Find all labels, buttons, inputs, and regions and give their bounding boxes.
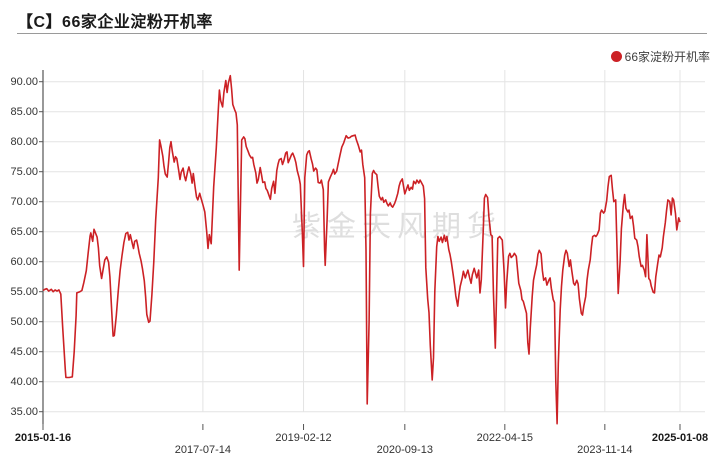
y-tick-label: 65.00 [10, 225, 38, 238]
y-tick-label: 75.00 [10, 165, 38, 178]
y-tick-label: 55.00 [10, 285, 38, 298]
x-tick-label: 2020-09-13 [376, 444, 433, 456]
y-tick-label: 50.00 [10, 315, 38, 328]
x-tick-label: 2017-07-14 [174, 444, 232, 456]
y-tick-label: 90.00 [10, 75, 38, 88]
y-tick-label: 45.00 [10, 345, 38, 358]
x-tick-label: 2019-02-12 [275, 432, 332, 444]
x-tick-label: 2025-01-08 [651, 432, 709, 444]
y-tick-label: 70.00 [10, 195, 38, 208]
legend-label: 66家淀粉开机率 [624, 50, 710, 64]
chart-canvas [39, 70, 705, 430]
x-tick-label: 2022-04-15 [476, 432, 533, 444]
title-divider [17, 33, 707, 34]
y-tick-label: 35.00 [10, 405, 38, 418]
y-tick-label: 85.00 [10, 105, 38, 118]
y-tick-label: 80.00 [10, 135, 38, 148]
y-tick-label: 40.00 [10, 375, 38, 388]
legend-marker-icon [610, 51, 622, 62]
series-line [42, 74, 681, 425]
y-tick-label: 60.00 [10, 255, 38, 268]
x-tick-label: 2015-01-16 [14, 432, 72, 444]
x-tick-label: 2023-11-14 [577, 444, 633, 456]
chart-title: 【C】66家企业淀粉开机率 [17, 14, 213, 31]
legend: 66家淀粉开机率 [610, 48, 710, 65]
